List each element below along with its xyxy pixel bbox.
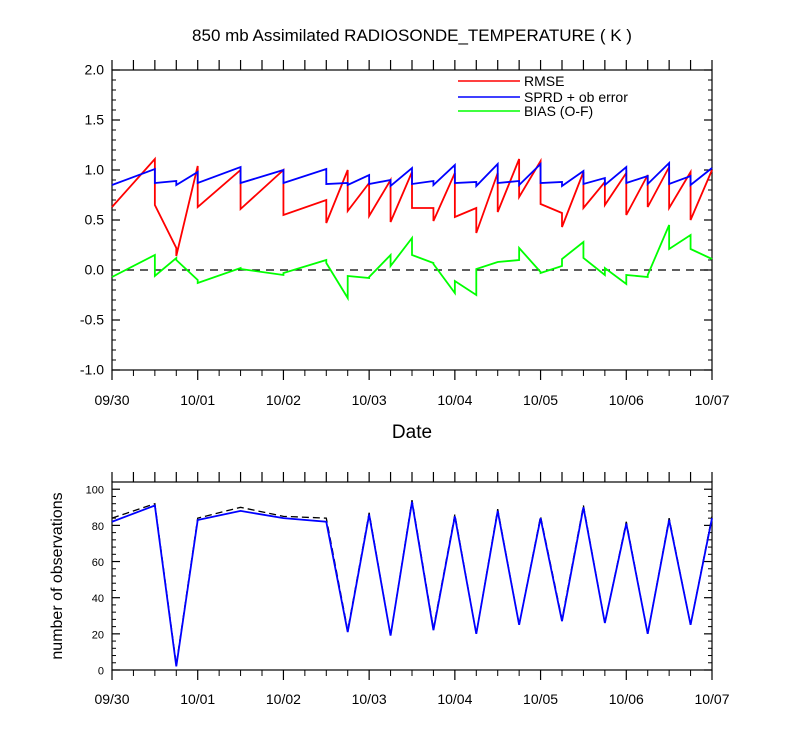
legend-label-rmse: RMSE — [524, 73, 564, 89]
top-ytick-label: 0.0 — [85, 262, 105, 278]
bottom-series-possible-observations — [111, 499, 713, 665]
top-chart: -1.0 -0.5 0.0 0.5 1.0 1.5 2.0 09/30 10/01 10/02 1… — [80, 60, 730, 443]
bottom-xtick-label: 10/03 — [352, 691, 387, 707]
legend-label-sprd: SPRD + ob error — [524, 89, 628, 105]
bottom-y-tick-labels: 0 20 40 60 80 100 — [86, 485, 104, 678]
top-y-tick-labels: -1.0 -0.5 0.0 0.5 1.0 1.5 2.0 — [80, 62, 104, 378]
bottom-axis-ticks — [111, 472, 713, 680]
bottom-xtick-label: 10/04 — [437, 691, 472, 707]
top-series-bias-o-f — [111, 224, 713, 302]
bottom-x-tick-labels: 09/30 10/01 10/02 10/03 10/04 10/05 10/06 10/07 — [94, 691, 729, 707]
top-xtick-label: 10/05 — [523, 392, 558, 408]
top-ytick-label: 1.0 — [85, 162, 105, 178]
bottom-ytick-label: 20 — [92, 629, 104, 641]
bottom-xtick-label: 10/01 — [180, 691, 215, 707]
bottom-ytick-label: 60 — [92, 557, 104, 569]
bottom-xtick-label: 10/05 — [523, 691, 558, 707]
bottom-xtick-label: 10/02 — [266, 691, 301, 707]
top-ytick-label: -1.0 — [80, 362, 104, 378]
top-xtick-label: 10/02 — [266, 392, 301, 408]
top-ytick-label: -0.5 — [80, 312, 104, 328]
bottom-xtick-label: 09/30 — [94, 691, 129, 707]
bottom-ytick-label: 0 — [98, 666, 104, 678]
top-x-axis-label: Date — [392, 422, 432, 443]
bottom-plot-frame — [111, 481, 713, 671]
bottom-chart: 0 20 40 60 80 100 09/30 10/01 10/02 10/03 10/04 10… — [49, 472, 730, 707]
top-series-group — [111, 156, 713, 302]
top-ytick-label: 2.0 — [85, 62, 105, 78]
legend: RMSE SPRD + ob error BIAS (O-F) — [458, 73, 628, 119]
bottom-series-assimilated-observations — [111, 501, 713, 667]
top-chart-title: 850 mb Assimilated RADIOSONDE_TEMPERATUR… — [192, 26, 632, 45]
top-x-tick-labels: 09/30 10/01 10/02 10/03 10/04 10/05 10/06 10/07 — [94, 392, 729, 408]
bottom-ytick-label: 80 — [92, 521, 104, 533]
bottom-xtick-label: 10/07 — [694, 691, 729, 707]
top-xtick-label: 10/04 — [437, 392, 472, 408]
bottom-series-group — [111, 499, 713, 667]
top-xtick-label: 10/03 — [352, 392, 387, 408]
top-xtick-label: 10/06 — [609, 392, 644, 408]
legend-label-bias: BIAS (O-F) — [524, 103, 593, 119]
bottom-ytick-label: 100 — [86, 485, 104, 497]
top-series-sprd-ob-error — [111, 160, 713, 189]
bottom-ytick-label: 40 — [92, 593, 104, 605]
bottom-y-axis-label: number of observations — [49, 492, 66, 659]
top-xtick-label: 09/30 — [94, 392, 129, 408]
top-ytick-label: 1.5 — [85, 112, 105, 128]
top-ytick-label: 0.5 — [85, 212, 105, 228]
top-axis-ticks — [111, 60, 713, 380]
top-xtick-label: 10/01 — [180, 392, 215, 408]
bottom-xtick-label: 10/06 — [609, 691, 644, 707]
top-xtick-label: 10/07 — [694, 392, 729, 408]
top-plot-frame — [111, 69, 713, 371]
